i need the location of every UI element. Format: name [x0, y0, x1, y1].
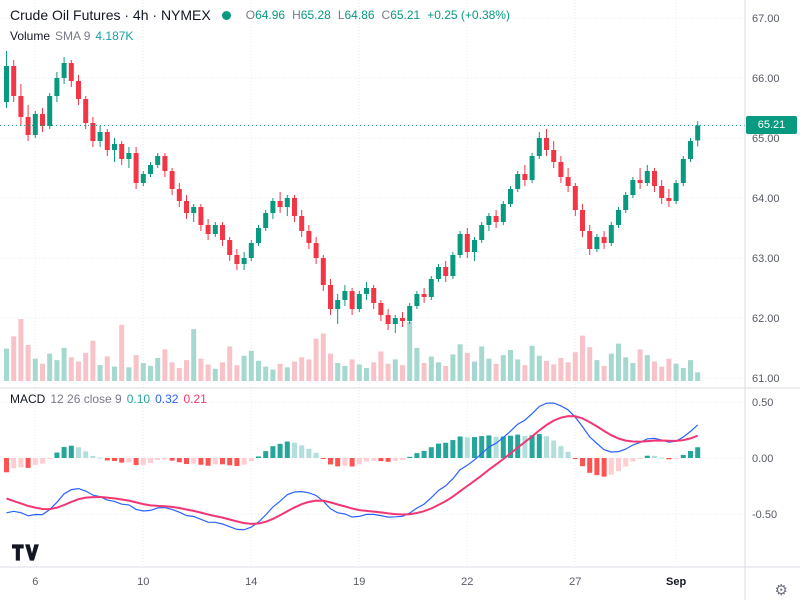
svg-text:67.00: 67.00 — [752, 13, 780, 25]
symbol-legend[interactable]: Crude Oil Futures · 4h · NYMEX O64.96 H65… — [10, 7, 510, 23]
volume-legend[interactable]: Volume SMA 9 4.187K — [10, 29, 133, 43]
high-value: 65.28 — [300, 8, 331, 22]
market-status-icon — [221, 10, 231, 20]
high-label: H — [292, 8, 301, 22]
low-label: L — [337, 8, 345, 22]
svg-text:0.00: 0.00 — [752, 453, 773, 465]
open-value: 64.96 — [255, 8, 286, 22]
volume-sma-value: 4.187K — [95, 29, 134, 43]
tradingview-logo-icon[interactable] — [12, 544, 39, 566]
svg-text:19: 19 — [353, 576, 365, 588]
close-value: 65.21 — [390, 8, 421, 22]
svg-text:-0.50: -0.50 — [752, 509, 777, 521]
volume-title: Volume — [10, 29, 51, 43]
svg-text:Sep: Sep — [666, 576, 686, 588]
ohlc-values: O64.96 H65.28 L64.86 C65.21 +0.25 (+0.38%) — [239, 8, 510, 22]
change-value: +0.25 (+0.38%) — [427, 8, 510, 22]
svg-text:65.00: 65.00 — [752, 133, 780, 145]
settings-gear-icon[interactable]: ⚙ — [774, 582, 788, 599]
svg-text:63.00: 63.00 — [752, 253, 780, 265]
last-price-badge: 65.21 — [746, 116, 797, 135]
svg-text:0.50: 0.50 — [752, 397, 773, 409]
close-label: C — [381, 8, 391, 22]
svg-text:6: 6 — [32, 576, 38, 588]
svg-text:22: 22 — [461, 576, 473, 588]
open-label: O — [245, 8, 256, 22]
low-value: 64.86 — [344, 8, 375, 22]
macd-title: MACD — [10, 392, 46, 406]
svg-text:14: 14 — [245, 576, 257, 588]
svg-text:27: 27 — [569, 576, 581, 588]
svg-text:62.00: 62.00 — [752, 313, 780, 325]
macd-legend[interactable]: MACD 12 26 close 9 0.10 0.32 0.21 — [10, 392, 207, 406]
svg-text:10: 10 — [137, 576, 149, 588]
volume-sma-label: SMA 9 — [55, 29, 91, 43]
svg-text:66.00: 66.00 — [752, 73, 780, 85]
macd-hist-value: 0.10 — [126, 392, 151, 406]
svg-text:64.00: 64.00 — [752, 193, 780, 205]
symbol-title[interactable]: Crude Oil Futures · 4h · NYMEX — [10, 7, 211, 23]
svg-text:61.00: 61.00 — [752, 373, 780, 385]
macd-params: 12 26 close 9 — [50, 392, 122, 406]
macd-line-value: 0.32 — [155, 392, 179, 406]
macd-signal-value: 0.21 — [183, 392, 207, 406]
